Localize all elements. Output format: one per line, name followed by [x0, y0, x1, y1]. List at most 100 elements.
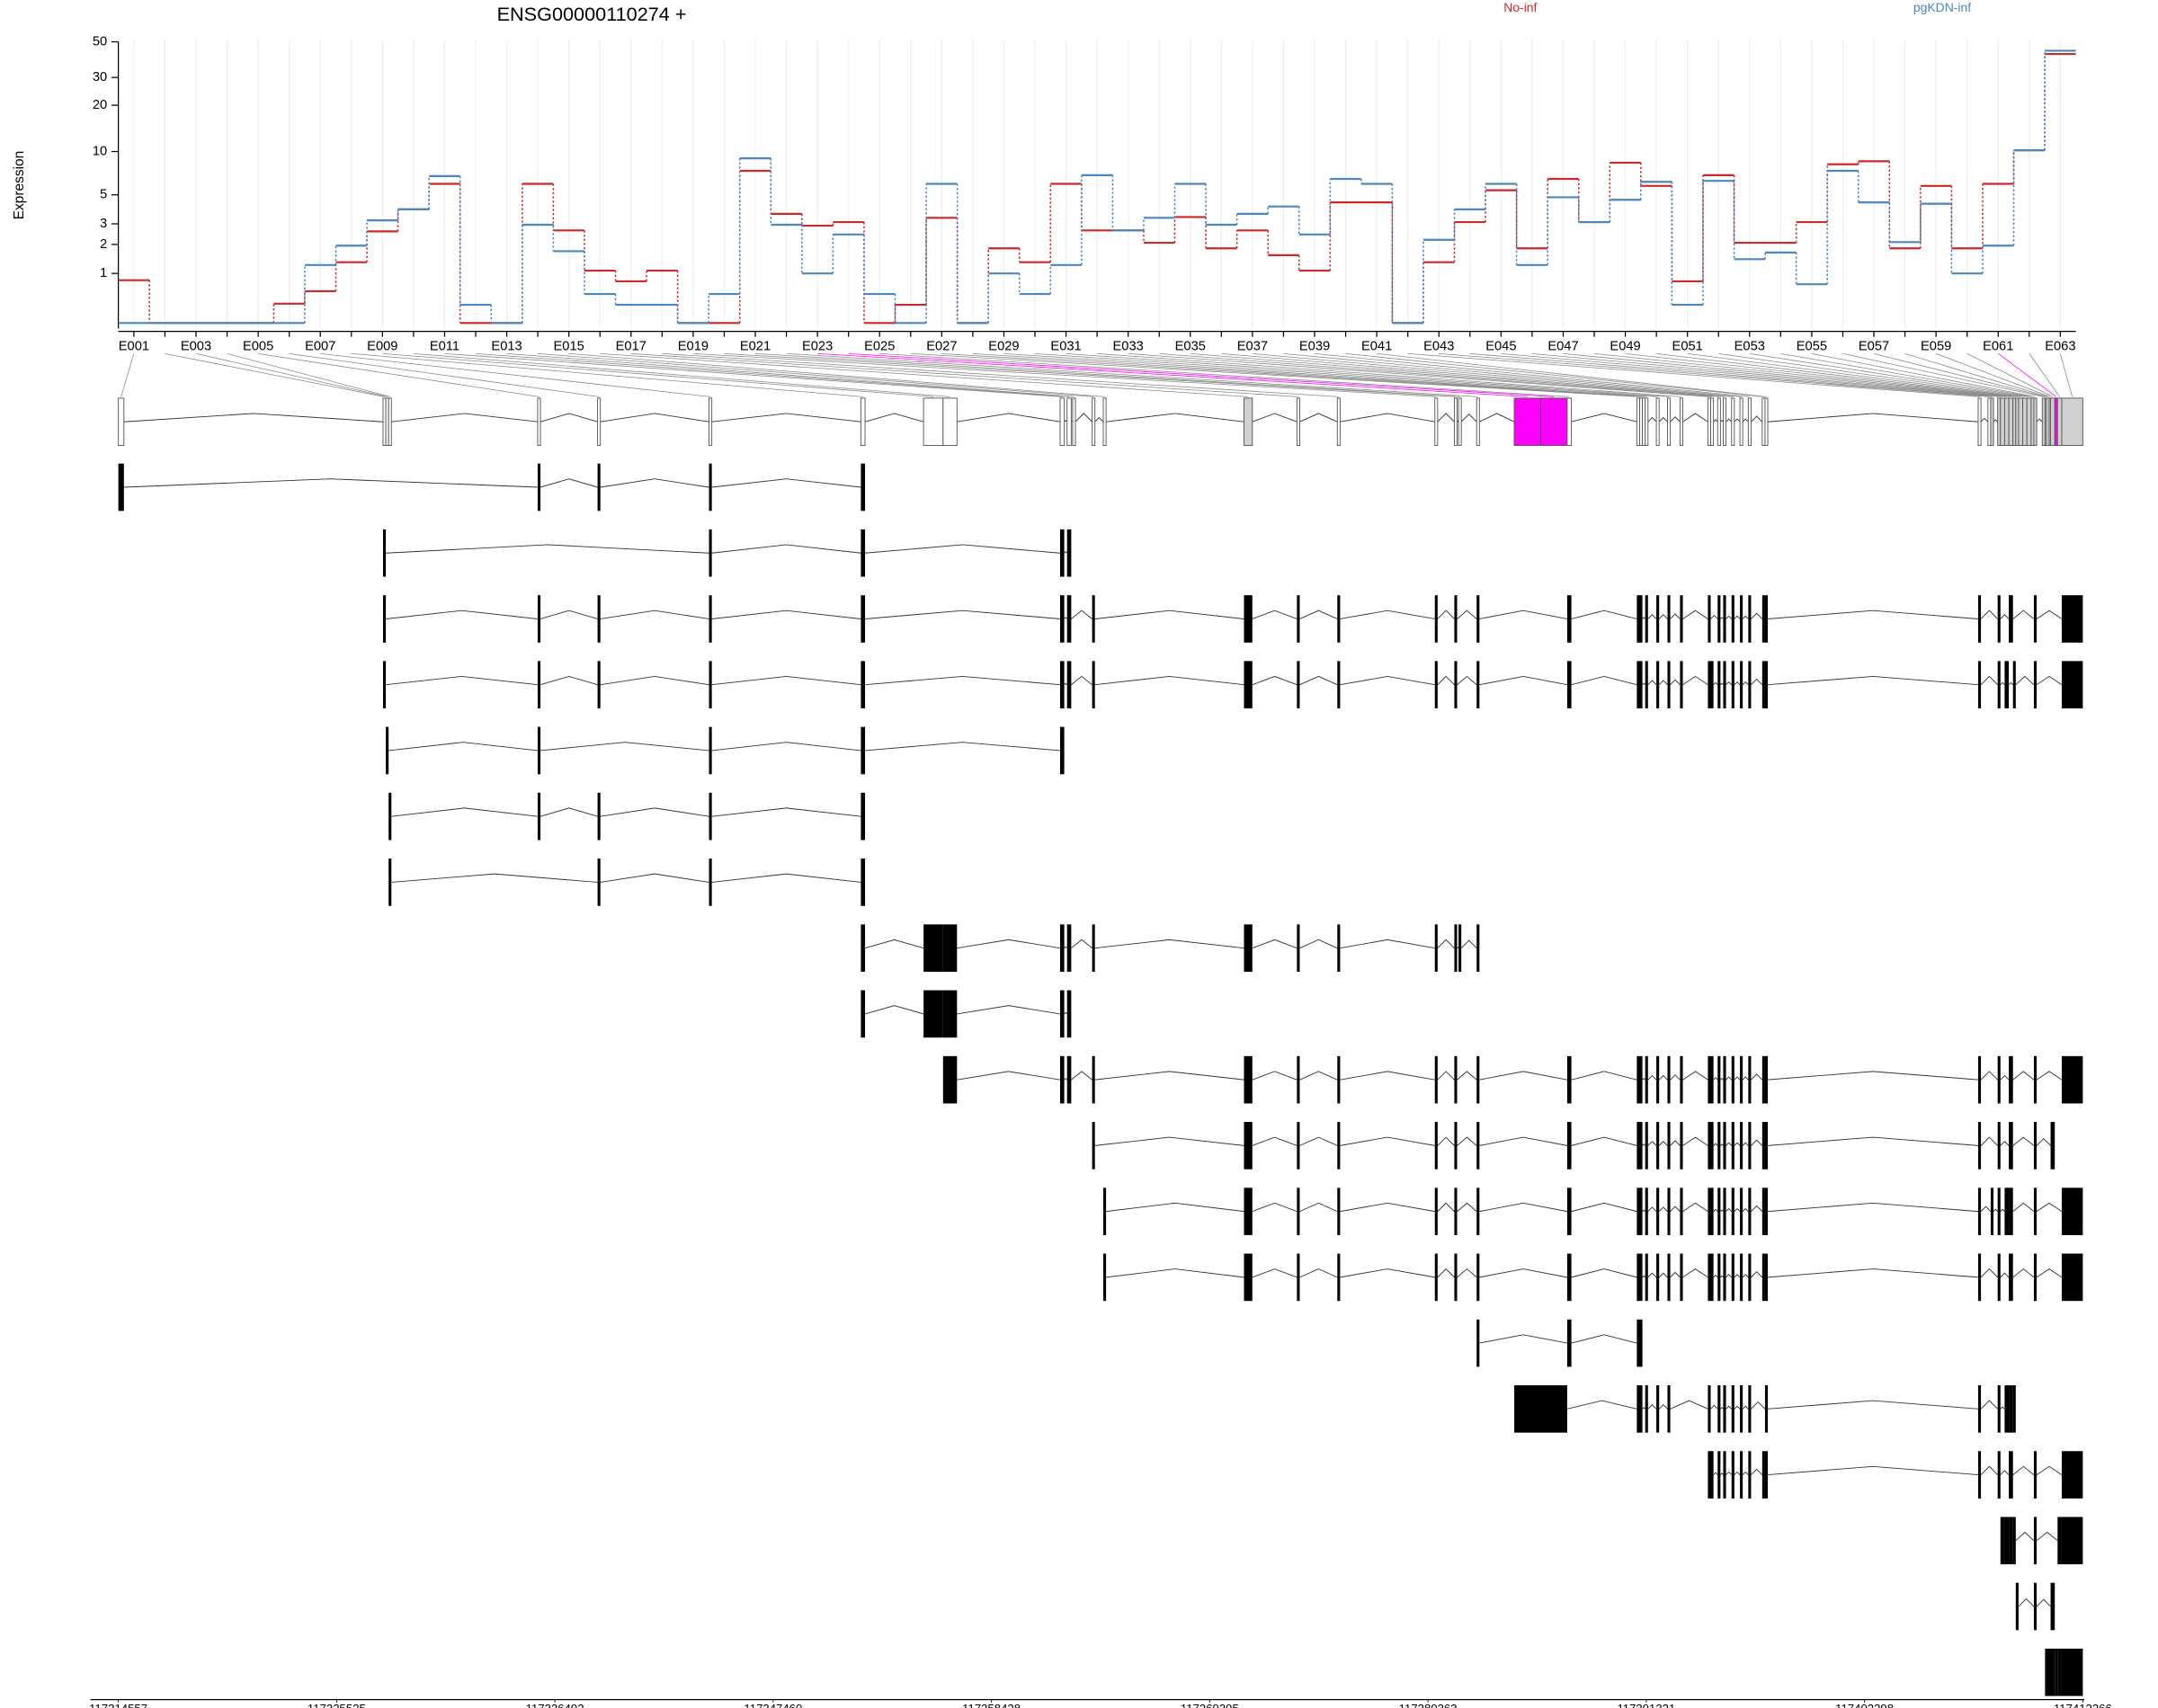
transcript-intron: [1767, 1465, 1979, 1476]
exon-link: [1687, 352, 2021, 397]
y-tick-label: 10: [93, 144, 107, 158]
transcript-exon: [1977, 1253, 1982, 1302]
transcript-exon: [1764, 1385, 1769, 1433]
transcript-exon: [923, 990, 943, 1038]
transcript-intron: [1299, 939, 1338, 949]
exon-bin-intron: [1993, 419, 1999, 423]
transcript-intron: [1767, 1071, 1979, 1081]
x-tick-label: E027: [926, 340, 957, 354]
x-tick-label: E031: [1050, 340, 1081, 354]
exon-bin-intron: [1075, 413, 1092, 423]
transcript-exon: [1434, 1055, 1438, 1104]
transcript-exon: [2033, 1055, 2038, 1104]
transcript-exon: [597, 858, 601, 906]
transcript-exon: [2009, 1122, 2013, 1170]
transcript-intron: [1106, 1268, 1244, 1278]
transcript-intron: [1720, 1077, 1724, 1081]
transcript-intron: [1299, 1136, 1338, 1146]
transcript-exon: [2061, 1451, 2083, 1499]
exon-bin-intron: [864, 413, 924, 423]
transcript-exon: [1764, 1253, 1769, 1302]
transcript-exon: [1059, 924, 1065, 972]
exon-bin: [1513, 397, 1541, 447]
exon-link: [910, 352, 1638, 397]
transcript-exon: [1059, 529, 1065, 577]
transcript-exon: [1740, 595, 1743, 643]
exon-link: [817, 352, 1528, 397]
transcript-exon: [537, 792, 541, 841]
exon-bin: [2061, 397, 2083, 447]
transcript-exon: [942, 924, 958, 972]
transcript-intron: [1710, 614, 1718, 619]
transcript-exon: [1066, 595, 1072, 643]
exon-bin: [709, 397, 713, 447]
transcript-intron: [1457, 1268, 1477, 1278]
x-tick-label: E001: [119, 340, 149, 354]
transcript-exon: [1680, 1055, 1683, 1104]
transcript-exon: [1337, 595, 1341, 643]
exon-bin: [1739, 397, 1743, 447]
exon-link: [2029, 353, 2060, 397]
exon-link: [1128, 352, 1709, 397]
transcript-exon: [2061, 1517, 2083, 1565]
exon-bin-intron: [1064, 420, 1068, 423]
exon-bin: [382, 397, 387, 447]
transcript-exon: [1434, 1253, 1438, 1302]
transcript-exon: [1476, 1319, 1480, 1367]
transcript-intron: [1340, 1136, 1435, 1146]
transcript-intron: [1658, 614, 1668, 619]
transcript-intron: [1980, 1136, 1999, 1146]
transcript-exon: [388, 858, 392, 906]
transcript-intron: [1726, 1142, 1733, 1146]
transcript-intron: [1094, 609, 1244, 619]
x-tick-label: E033: [1113, 340, 1144, 354]
transcript-intron: [540, 807, 598, 817]
transcript-intron: [1980, 1205, 1992, 1212]
transcript-intron: [1647, 1141, 1657, 1146]
transcript-exon: [1639, 1055, 1643, 1104]
transcript-intron: [1647, 614, 1657, 619]
transcript-intron: [2015, 675, 2035, 686]
transcript-exon: [2004, 1188, 2010, 1235]
transcript-exon: [1764, 661, 1769, 709]
x-tick-label: E005: [243, 340, 273, 354]
transcript-intron: [864, 939, 924, 949]
x-tick-label: E023: [802, 340, 833, 354]
transcript-intron: [1713, 681, 1718, 686]
exon-bin-intron: [1647, 416, 1657, 423]
transcript-intron: [1658, 680, 1668, 686]
transcript-intron: [1064, 946, 1068, 948]
transcript-exon: [1297, 595, 1300, 643]
transcript-exon: [1990, 1188, 1994, 1235]
exon-bin: [1977, 397, 1982, 447]
transcript-intron: [957, 939, 1061, 949]
transcript-exon: [1092, 924, 1095, 972]
exon-link: [1718, 352, 2025, 397]
x-tick-label: E003: [181, 340, 211, 354]
transcript-exon: [1667, 1188, 1671, 1235]
exon-link: [1034, 352, 1658, 397]
transcript-exon: [709, 661, 712, 709]
transcript-intron: [1726, 1076, 1733, 1081]
transcript-intron: [1479, 1071, 1568, 1081]
transcript-exon: [1645, 1055, 1648, 1104]
exon-bin: [1764, 397, 1769, 447]
transcript-intron: [1726, 615, 1733, 619]
transcript-intron: [1734, 1274, 1741, 1278]
transcript-exon: [1764, 595, 1769, 643]
transcript-intron: [1658, 1206, 1668, 1212]
transcript-intron: [1720, 1209, 1724, 1212]
transcript-exon: [709, 858, 712, 906]
transcript-intron: [1720, 682, 1724, 686]
transcript-exon: [1244, 1055, 1253, 1104]
exon-link: [1842, 352, 2044, 397]
transcript-intron: [1751, 1205, 1763, 1212]
genome-tick-label: 117314557: [89, 1702, 147, 1708]
exon-bin: [1731, 397, 1735, 447]
transcript-intron: [1479, 1136, 1568, 1146]
transcript-exon: [861, 858, 866, 906]
transcript-exon: [1636, 1188, 1640, 1235]
transcript-intron: [1437, 1071, 1455, 1081]
transcript-exon: [537, 595, 541, 643]
transcript-exon: [1337, 1055, 1341, 1104]
